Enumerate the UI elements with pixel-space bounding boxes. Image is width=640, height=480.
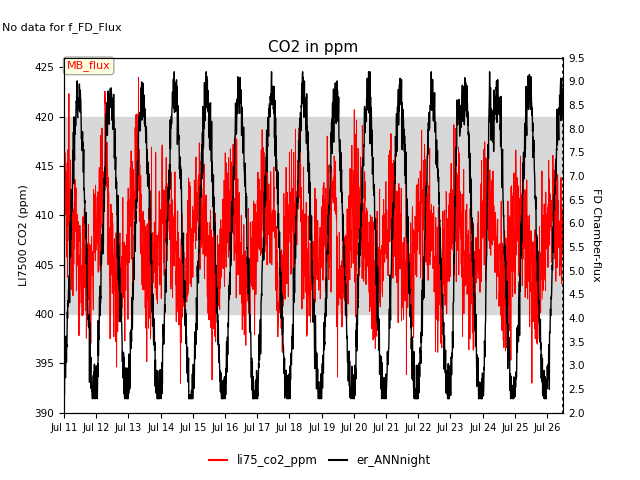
Legend: li75_co2_ppm, er_ANNnight: li75_co2_ppm, er_ANNnight [205,449,435,472]
Text: No data for f_FD_Flux: No data for f_FD_Flux [1,22,121,33]
Y-axis label: FD Chamber-flux: FD Chamber-flux [591,188,602,282]
Y-axis label: LI7500 CO2 (ppm): LI7500 CO2 (ppm) [19,184,29,286]
Bar [64,117,563,314]
Text: MB_flux: MB_flux [67,60,111,72]
Title: CO2 in ppm: CO2 in ppm [268,40,359,55]
